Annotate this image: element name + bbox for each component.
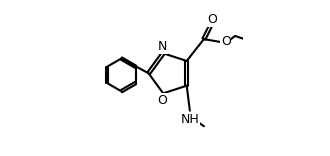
Text: O: O <box>208 13 217 26</box>
Text: N: N <box>158 40 167 53</box>
Text: O: O <box>221 35 231 48</box>
Text: NH: NH <box>181 113 199 126</box>
Text: O: O <box>157 94 167 107</box>
